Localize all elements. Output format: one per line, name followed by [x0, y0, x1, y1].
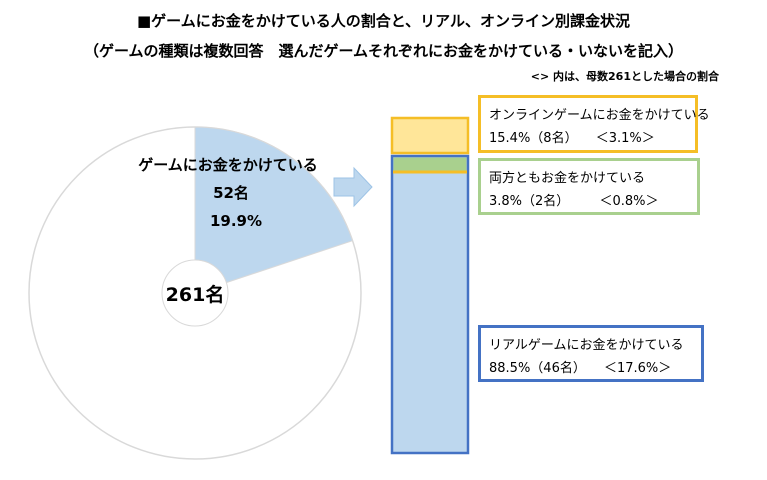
legend-label-real: リアルゲームにお金をかけている — [489, 338, 684, 353]
legend-overall-real: ＜17.6%＞ — [603, 361, 672, 376]
bar-segment-online — [390, 116, 470, 155]
bar-segment-both — [393, 157, 467, 172]
legend-box-real: リアルゲームにお金をかけている 88.5%（46名） ＜17.6%＞ — [478, 325, 704, 382]
arrow-icon — [333, 166, 373, 208]
legend-overall-online: ＜3.1%＞ — [595, 131, 655, 146]
pie-slice-percent: 19.9% — [210, 212, 262, 230]
bar-segment-real — [390, 154, 470, 455]
legend-percent-online: 15.4%（8名） — [489, 131, 578, 146]
legend-box-both: 両方ともお金をかけている 3.8%（2名） ＜0.8%＞ — [478, 158, 700, 215]
chart-title: ■ゲームにお金をかけている人の割合と、リアル、オンライン別課金状況 — [137, 12, 630, 30]
pie-center-hole — [161, 259, 229, 327]
legend-overall-both: ＜0.8%＞ — [599, 194, 659, 209]
pie-slice-paying — [194, 126, 354, 294]
stacked-bar — [390, 116, 470, 455]
legend-value-real: 88.5%（46名） ＜17.6%＞ — [489, 357, 693, 380]
legend-percent-both: 3.8%（2名） — [489, 194, 570, 209]
legend-label-both: 両方ともお金をかけている — [489, 171, 646, 186]
chart-note: <> 内は、母数261とした場合の割合 — [530, 70, 719, 83]
legend-box-online: オンラインゲームにお金をかけている 15.4%（8名） ＜3.1%＞ — [478, 95, 710, 153]
legend-label-online: オンラインゲームにお金をかけている — [489, 108, 710, 123]
chart-subtitle: （ゲームの種類は複数回答 選んだゲームそれぞれにお金をかけている・いないを記入） — [83, 42, 684, 60]
arrow-group — [333, 166, 373, 208]
legend-value-online: 15.4%（8名） ＜3.1%＞ — [489, 127, 687, 150]
pie-slice-label: ゲームにお金をかけている — [138, 156, 318, 174]
pie-slice-count: 52名 — [213, 184, 249, 202]
pie-total-label: 261名 — [166, 283, 225, 306]
legend-percent-real: 88.5%（46名） — [489, 361, 586, 376]
legend-value-both: 3.8%（2名） ＜0.8%＞ — [489, 190, 689, 213]
pie-chart: ゲームにお金をかけている 52名 19.9% 261名 — [28, 126, 362, 460]
